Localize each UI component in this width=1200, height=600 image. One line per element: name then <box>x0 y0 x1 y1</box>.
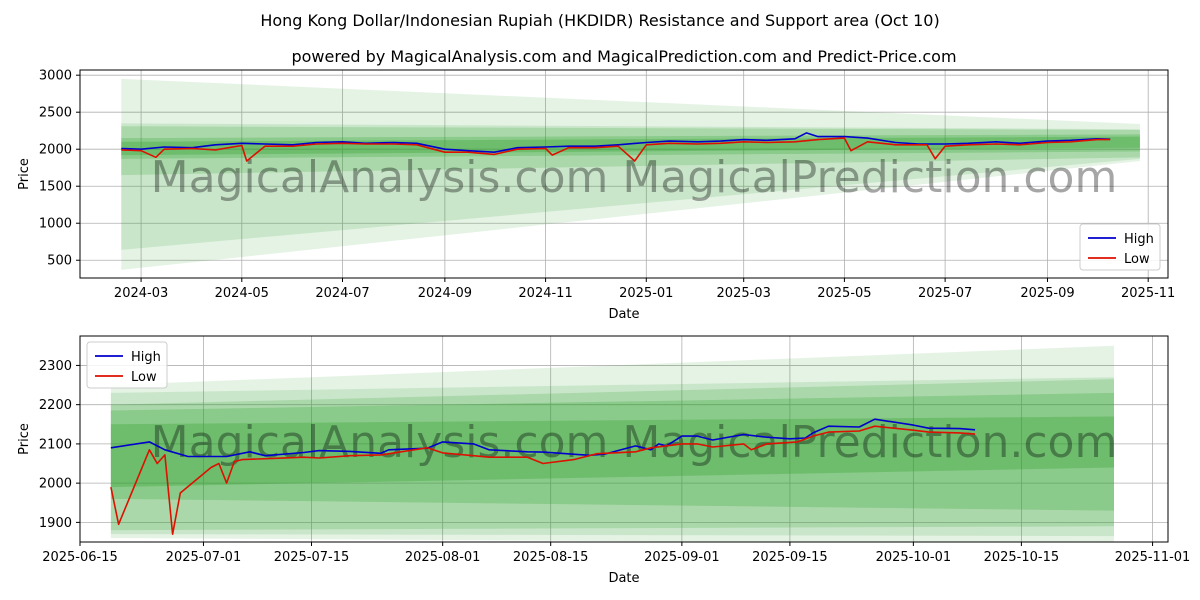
series-line-low <box>121 137 1111 162</box>
legend-label-high: High <box>131 350 161 365</box>
x-tick-label: 2025-09 <box>1020 286 1074 301</box>
plot-frame <box>79 335 1169 543</box>
chart-subtitle: powered by MagicalAnalysis.com and Magic… <box>291 47 956 66</box>
x-tick-label: 2025-07-01 <box>166 550 242 565</box>
x-tick-label: 2025-08-15 <box>513 550 589 565</box>
y-tick-label: 2000 <box>39 143 72 158</box>
legend-label-low: Low <box>1124 252 1150 267</box>
x-tick-label: 2025-10-15 <box>984 550 1060 565</box>
x-tick-label: 2025-10-01 <box>876 550 952 565</box>
x-tick-label: 2025-11-01 <box>1115 550 1191 565</box>
y-tick-label: 2100 <box>39 437 72 452</box>
x-tick-label: 2025-09-15 <box>752 550 828 565</box>
series-line-low <box>110 425 976 535</box>
y-tick-label: 2300 <box>39 359 72 374</box>
x-tick-label: 2025-03 <box>717 286 771 301</box>
x-tick-label: 2025-01 <box>619 286 673 301</box>
resistance-support-band <box>110 345 1114 542</box>
top-chart-panel: MagicalAnalysis.com MagicalPrediction.co… <box>17 69 1175 322</box>
y-tick-label: 3000 <box>39 69 72 84</box>
resistance-support-band <box>110 379 1114 531</box>
chart-title: Hong Kong Dollar/Indonesian Rupiah (HKDI… <box>260 11 939 30</box>
x-tick-label: 2025-11 <box>1121 286 1175 301</box>
x-tick-label: 2024-11 <box>518 286 572 301</box>
x-tick-label: 2025-09-01 <box>644 550 720 565</box>
y-axis-label: Price <box>17 158 32 190</box>
watermark: MagicalAnalysis.com MagicalPrediction.co… <box>151 417 1118 468</box>
legend: High Low <box>86 341 168 389</box>
series-group <box>121 132 1111 162</box>
series-group <box>110 418 976 535</box>
grid <box>80 70 1168 278</box>
y-tick-label: 1500 <box>39 180 72 195</box>
grid <box>79 336 1168 542</box>
x-axis-label: Date <box>608 571 639 586</box>
y-tick-label: 2000 <box>39 477 72 492</box>
plot-frame <box>79 69 1169 279</box>
y-tick-label: 1900 <box>39 516 72 531</box>
x-tick-label: 2025-05 <box>817 286 871 301</box>
legend: High Low <box>1079 223 1161 271</box>
x-tick-label: 2024-03 <box>114 286 168 301</box>
y-axis-label: Price <box>17 423 32 455</box>
y-tick-label: 500 <box>47 254 72 269</box>
resistance-support-band <box>121 126 1140 176</box>
series-line-high <box>121 132 1111 153</box>
x-tick-label: 2025-06-15 <box>42 550 118 565</box>
x-axis-label: Date <box>608 307 639 322</box>
bottom-chart-panel: MagicalAnalysis.com MagicalPrediction.co… <box>17 335 1191 586</box>
legend-label-low: Low <box>131 370 157 385</box>
y-tick-label: 2500 <box>39 106 72 121</box>
x-tick-label: 2024-07 <box>315 286 369 301</box>
x-tick-label: 2025-08-01 <box>405 550 481 565</box>
x-tick-label: 2025-07 <box>918 286 972 301</box>
legend-label-high: High <box>1124 232 1154 247</box>
y-tick-label: 2200 <box>39 398 72 413</box>
resistance-support-band <box>110 377 1114 537</box>
x-tick-label: 2025-07-15 <box>274 550 350 565</box>
y-tick-label: 1000 <box>39 217 72 232</box>
resistance-support-band <box>121 78 1140 270</box>
resistance-support-band <box>121 123 1140 250</box>
x-tick-label: 2024-09 <box>418 286 472 301</box>
x-tick-label: 2024-05 <box>215 286 269 301</box>
